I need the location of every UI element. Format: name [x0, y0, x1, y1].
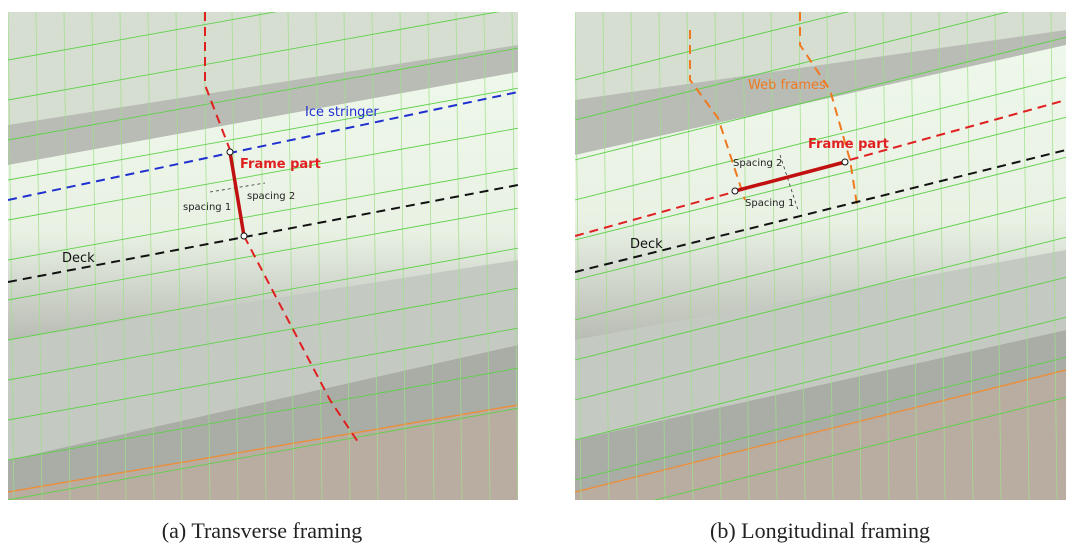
label: Frame part — [240, 157, 321, 172]
figure: Ice stringer Frame part spacing 1 spacin… — [0, 0, 1074, 552]
label: spacing 2 — [247, 191, 295, 202]
caption: (a) Transverse framing — [162, 518, 362, 543]
label: Deck — [62, 251, 95, 266]
caption: (b) Longitudinal framing — [710, 518, 930, 543]
panel-b-view: Web frames Frame part Spacing 2 Spacing … — [575, 0, 1066, 520]
panel-a-view: Ice stringer Frame part spacing 1 spacin… — [8, 0, 518, 500]
label: Spacing 2 — [733, 158, 782, 169]
label: spacing 1 — [183, 202, 231, 213]
label: Web frames — [748, 78, 826, 93]
label: Spacing 1 — [745, 198, 794, 209]
label: Ice stringer — [305, 105, 379, 120]
label: Frame part — [808, 137, 889, 152]
label: Deck — [630, 237, 663, 252]
